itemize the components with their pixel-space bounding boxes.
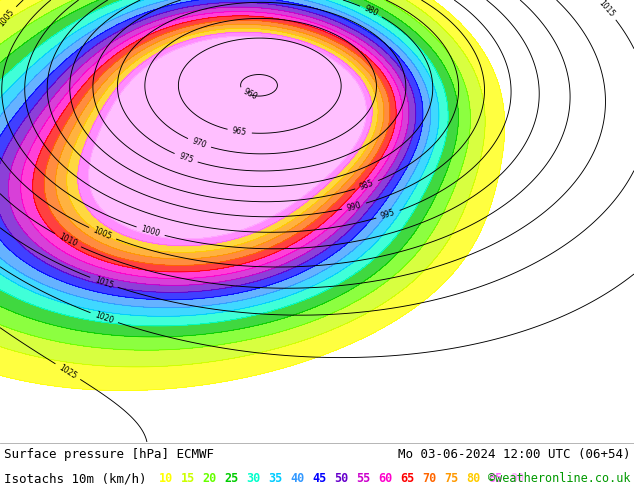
- Text: 965: 965: [231, 126, 247, 137]
- Text: 1000: 1000: [140, 224, 161, 239]
- Text: 985: 985: [358, 178, 375, 192]
- Text: 55: 55: [356, 472, 371, 486]
- Text: 20: 20: [203, 472, 217, 486]
- Text: 15: 15: [181, 472, 195, 486]
- Text: 995: 995: [380, 208, 396, 221]
- Text: 25: 25: [224, 472, 239, 486]
- Text: 10: 10: [158, 472, 173, 486]
- Text: 1005: 1005: [0, 7, 16, 28]
- Text: 1015: 1015: [597, 0, 616, 19]
- Text: 975: 975: [178, 151, 195, 165]
- Text: 1020: 1020: [94, 310, 115, 325]
- Text: Isotachs 10m (km/h): Isotachs 10m (km/h): [4, 472, 146, 486]
- Text: Mo 03-06-2024 12:00 UTC (06+54): Mo 03-06-2024 12:00 UTC (06+54): [398, 448, 630, 462]
- Text: 980: 980: [363, 4, 380, 18]
- Text: 1005: 1005: [92, 225, 113, 242]
- Text: 970: 970: [191, 137, 208, 150]
- Text: 35: 35: [269, 472, 283, 486]
- Text: 75: 75: [444, 472, 458, 486]
- Text: 90: 90: [510, 472, 524, 486]
- Text: 1010: 1010: [57, 232, 79, 249]
- Text: 1025: 1025: [57, 363, 79, 381]
- Text: 65: 65: [400, 472, 415, 486]
- Text: 60: 60: [378, 472, 392, 486]
- Text: 50: 50: [335, 472, 349, 486]
- Text: 1015: 1015: [93, 275, 115, 290]
- Text: 40: 40: [290, 472, 305, 486]
- Text: 30: 30: [247, 472, 261, 486]
- Text: 70: 70: [422, 472, 437, 486]
- Text: 45: 45: [313, 472, 327, 486]
- Text: 990: 990: [346, 200, 362, 213]
- Text: ©weatheronline.co.uk: ©weatheronline.co.uk: [488, 472, 630, 486]
- Text: 85: 85: [488, 472, 503, 486]
- Text: Surface pressure [hPa] ECMWF: Surface pressure [hPa] ECMWF: [4, 448, 214, 462]
- Text: 80: 80: [466, 472, 481, 486]
- Text: 960: 960: [242, 87, 259, 102]
